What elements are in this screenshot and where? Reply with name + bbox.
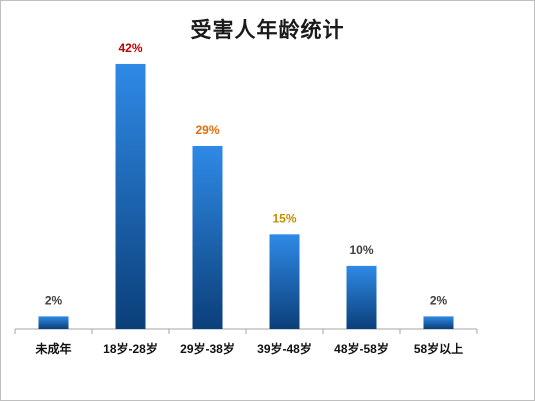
chart-title: 受害人年龄统计	[190, 17, 345, 42]
data-label: 2%	[45, 293, 63, 307]
bar	[192, 145, 223, 329]
x-tick-label: 29岁-38岁	[180, 341, 235, 356]
x-tick-label: 18岁-28岁	[103, 341, 158, 356]
bar	[346, 265, 377, 329]
x-tick-label: 48岁-58岁	[334, 341, 389, 356]
x-tick-label: 58岁以上	[414, 341, 463, 356]
bar	[423, 316, 454, 329]
x-tick-label: 未成年	[34, 341, 71, 356]
data-label: 2%	[430, 293, 448, 307]
bar	[115, 63, 146, 329]
data-label: 42%	[118, 41, 142, 55]
bar	[38, 316, 69, 329]
x-tick-label: 39岁-48岁	[257, 341, 312, 356]
bar	[269, 234, 300, 329]
data-label: 15%	[272, 211, 296, 225]
data-label: 10%	[349, 243, 373, 257]
data-label: 29%	[195, 123, 219, 137]
